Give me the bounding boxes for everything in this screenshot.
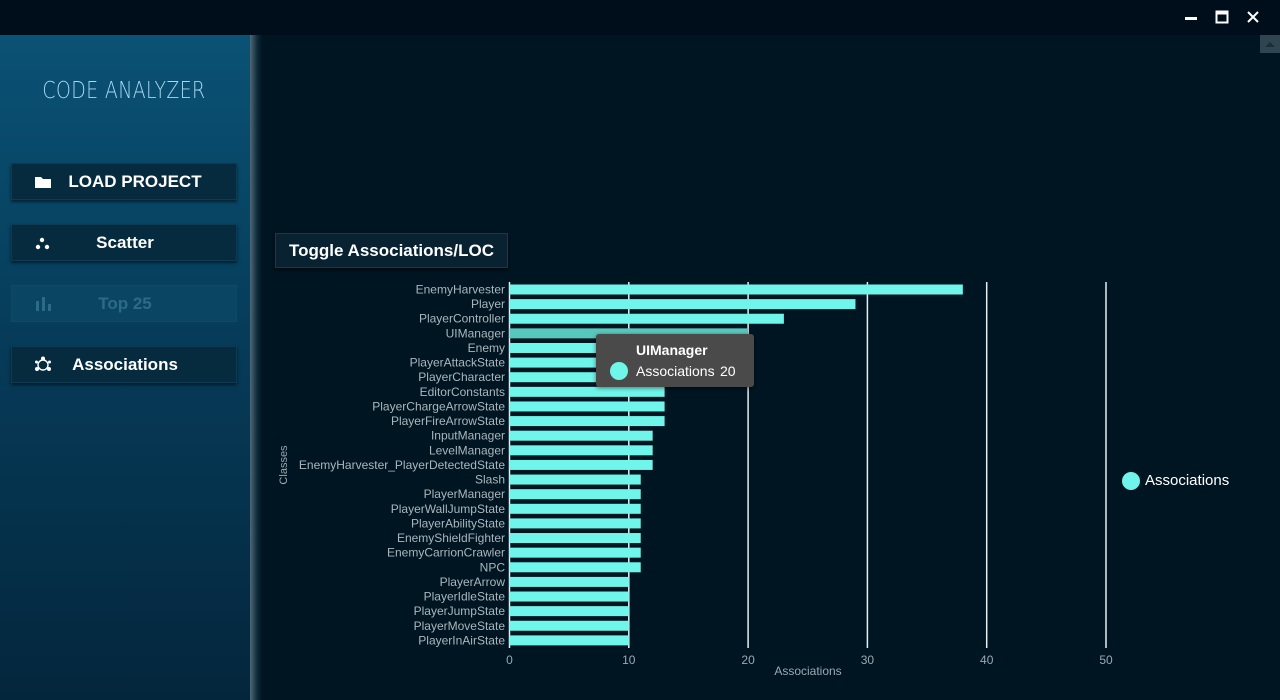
bar-chart-icon xyxy=(34,296,52,312)
bar[interactable] xyxy=(509,430,653,441)
category-label: EditorConstants xyxy=(420,385,505,399)
category-label: PlayerFireArrowState xyxy=(391,414,505,428)
category-label: PlayerController xyxy=(419,312,505,326)
category-label: EnemyShieldFighter xyxy=(397,531,505,545)
tooltip-series-name: Associations xyxy=(636,363,715,379)
top-25-label: Top 25 xyxy=(98,293,152,313)
chevron-up-icon xyxy=(1265,42,1275,47)
x-tick-label: 10 xyxy=(622,653,636,667)
category-label: PlayerIdleState xyxy=(424,590,506,604)
category-label: PlayerManager xyxy=(424,487,505,501)
category-label: PlayerAbilityState xyxy=(411,516,505,530)
title-bar xyxy=(0,0,1280,35)
app-title: CODE ANALYZER xyxy=(42,78,206,104)
scatter-label: Scatter xyxy=(96,232,154,252)
category-label: PlayerArrow xyxy=(440,575,506,589)
bar[interactable] xyxy=(509,459,653,470)
bar[interactable] xyxy=(509,503,641,514)
associations-button[interactable]: Associations xyxy=(11,346,237,383)
category-label: PlayerCharacter xyxy=(418,370,505,384)
associations-label: Associations xyxy=(72,354,178,374)
category-label: PlayerWallJumpState xyxy=(391,502,506,516)
chart-tooltip: UIManager Associations 20 xyxy=(596,334,754,387)
legend-marker xyxy=(1122,472,1140,490)
close-icon xyxy=(1247,11,1259,23)
tooltip-series-marker xyxy=(610,362,628,380)
minimize-button[interactable] xyxy=(1178,6,1204,28)
category-label: EnemyHarvester xyxy=(416,283,505,297)
category-label: EnemyHarvester_PlayerDetectedState xyxy=(299,458,505,472)
bar[interactable] xyxy=(509,474,641,485)
category-label: Slash xyxy=(475,473,505,487)
category-label: PlayerChargeArrowState xyxy=(372,399,505,413)
scatter-button[interactable]: Scatter xyxy=(11,224,237,261)
top-25-button[interactable]: Top 25 xyxy=(11,285,237,322)
tooltip-value: 20 xyxy=(720,363,736,379)
folder-icon xyxy=(34,174,52,190)
legend-label: Associations xyxy=(1145,472,1230,489)
bar[interactable] xyxy=(509,591,629,602)
x-tick-label: 20 xyxy=(741,653,755,667)
load-project-button[interactable]: LOAD PROJECT xyxy=(11,163,237,200)
bar[interactable] xyxy=(509,313,784,324)
bar[interactable] xyxy=(509,576,629,587)
category-label: Enemy xyxy=(468,341,505,355)
category-label: NPC xyxy=(480,560,506,574)
toggle-associations-loc-button[interactable]: Toggle Associations/LOC xyxy=(275,233,508,268)
bar[interactable] xyxy=(509,299,856,310)
x-tick-label: 40 xyxy=(980,653,994,667)
close-button[interactable] xyxy=(1240,6,1266,28)
category-label: PlayerMoveState xyxy=(414,619,506,633)
bar[interactable] xyxy=(509,606,629,617)
bar[interactable] xyxy=(509,445,653,456)
x-tick-label: 30 xyxy=(861,653,875,667)
category-label: LevelManager xyxy=(429,443,505,457)
bar[interactable] xyxy=(509,533,641,544)
x-tick-label: 0 xyxy=(506,653,513,667)
bar[interactable] xyxy=(509,401,665,412)
maximize-button[interactable] xyxy=(1209,6,1235,28)
bar[interactable] xyxy=(509,635,629,646)
category-label: UIManager xyxy=(446,326,505,340)
sidebar-divider xyxy=(250,35,262,700)
bar[interactable] xyxy=(509,386,665,397)
bar[interactable] xyxy=(509,547,641,558)
tooltip-title: UIManager xyxy=(636,342,708,358)
bar[interactable] xyxy=(509,416,665,427)
bar[interactable] xyxy=(509,518,641,529)
maximize-icon xyxy=(1215,10,1229,24)
x-tick-label: 50 xyxy=(1099,653,1113,667)
bar[interactable] xyxy=(509,328,749,339)
category-label: Player xyxy=(471,297,505,311)
scroll-up-button[interactable] xyxy=(1260,35,1280,53)
bar[interactable] xyxy=(509,489,641,500)
scatter-icon xyxy=(34,235,52,251)
category-label: PlayerInAirState xyxy=(418,633,505,647)
graph-icon xyxy=(34,356,52,373)
category-label: EnemyCarrionCrawler xyxy=(387,546,505,560)
category-label: PlayerAttackState xyxy=(410,356,506,370)
y-axis-title: Classes xyxy=(278,445,290,485)
category-label: PlayerJumpState xyxy=(414,604,506,618)
load-project-label: LOAD PROJECT xyxy=(68,171,202,191)
bar[interactable] xyxy=(509,620,629,631)
category-label: InputManager xyxy=(431,429,505,443)
minimize-icon xyxy=(1185,17,1197,20)
x-axis-title: Associations xyxy=(774,664,841,678)
bar[interactable] xyxy=(509,562,641,573)
bar[interactable] xyxy=(509,284,963,295)
